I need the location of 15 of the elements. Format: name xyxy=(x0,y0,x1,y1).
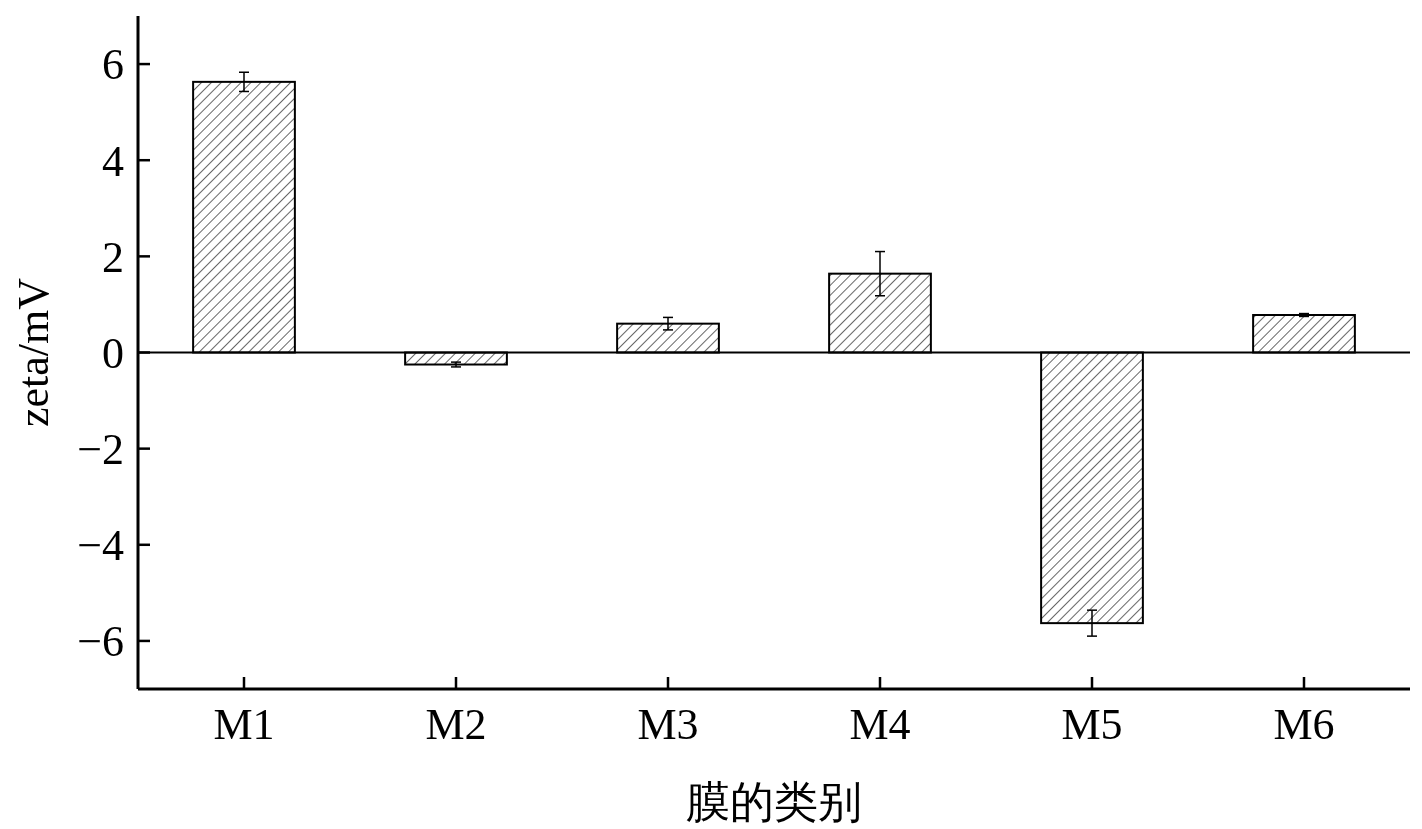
x-tick-label: M5 xyxy=(1061,700,1123,749)
y-tick-label: −2 xyxy=(77,425,124,475)
x-tick-label: M4 xyxy=(849,700,911,749)
y-tick-label: −6 xyxy=(77,617,124,667)
x-axis-title: 膜的类别 xyxy=(686,778,862,827)
x-tick-label: M1 xyxy=(213,700,275,749)
y-tick-label: 2 xyxy=(102,232,124,282)
y-tick-label: −4 xyxy=(77,521,124,571)
x-tick-label: M2 xyxy=(425,700,487,749)
y-tick-label: 6 xyxy=(102,40,124,90)
x-tick-label: M6 xyxy=(1273,700,1335,749)
x-tick-label: M3 xyxy=(637,700,699,749)
y-tick-label: 0 xyxy=(102,328,124,378)
y-tick-label: 4 xyxy=(102,136,124,186)
y-axis-title: zeta/mV xyxy=(9,277,58,428)
